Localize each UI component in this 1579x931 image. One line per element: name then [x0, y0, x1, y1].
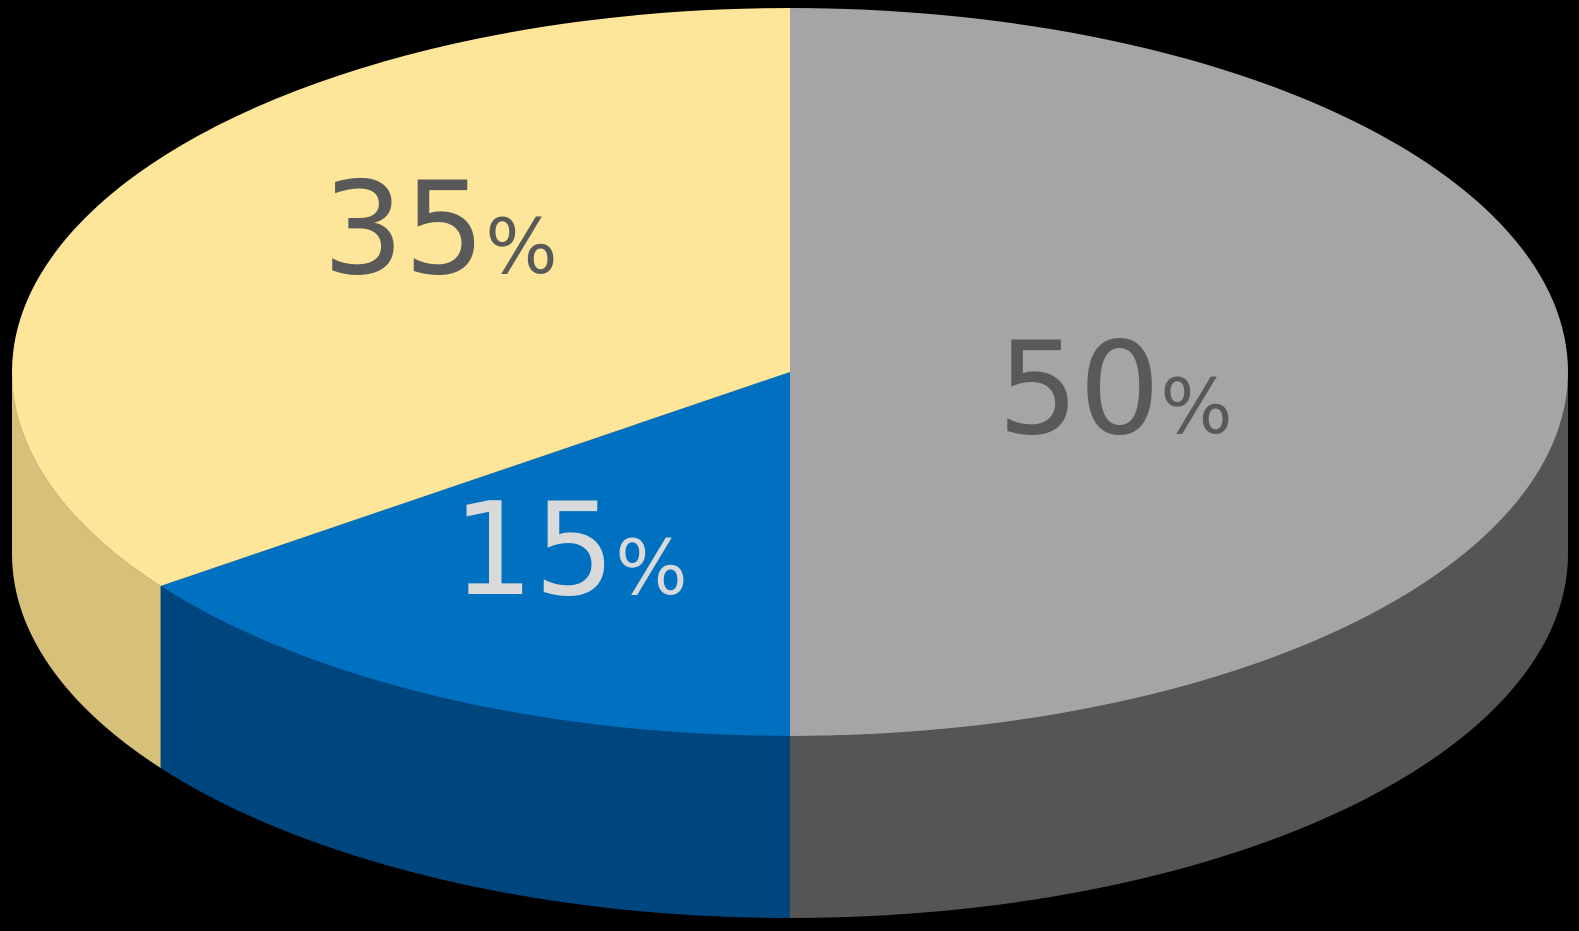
data-label-percent-sign: % [615, 523, 687, 612]
pie-slice-50 [790, 8, 1568, 736]
pie-side-15 [160, 585, 790, 918]
data-label-15: 15% [452, 476, 687, 625]
data-label-percent-sign: % [485, 202, 557, 291]
pie-labels: 50%15%35% [322, 155, 1232, 625]
pie-tops [12, 8, 1568, 736]
data-label-value: 15 [452, 476, 615, 625]
pie-side-35 [11, 372, 161, 768]
data-label-percent-sign: % [1160, 362, 1232, 451]
pie-slice-35 [12, 8, 791, 586]
pie-sides [11, 372, 1568, 918]
pie-slice-15 [160, 372, 790, 736]
data-label-35: 35% [322, 155, 557, 304]
data-label-value: 35 [322, 155, 485, 304]
data-label-50: 50% [997, 315, 1232, 464]
data-label-value: 50 [997, 315, 1160, 464]
pie-side-50 [790, 372, 1568, 918]
